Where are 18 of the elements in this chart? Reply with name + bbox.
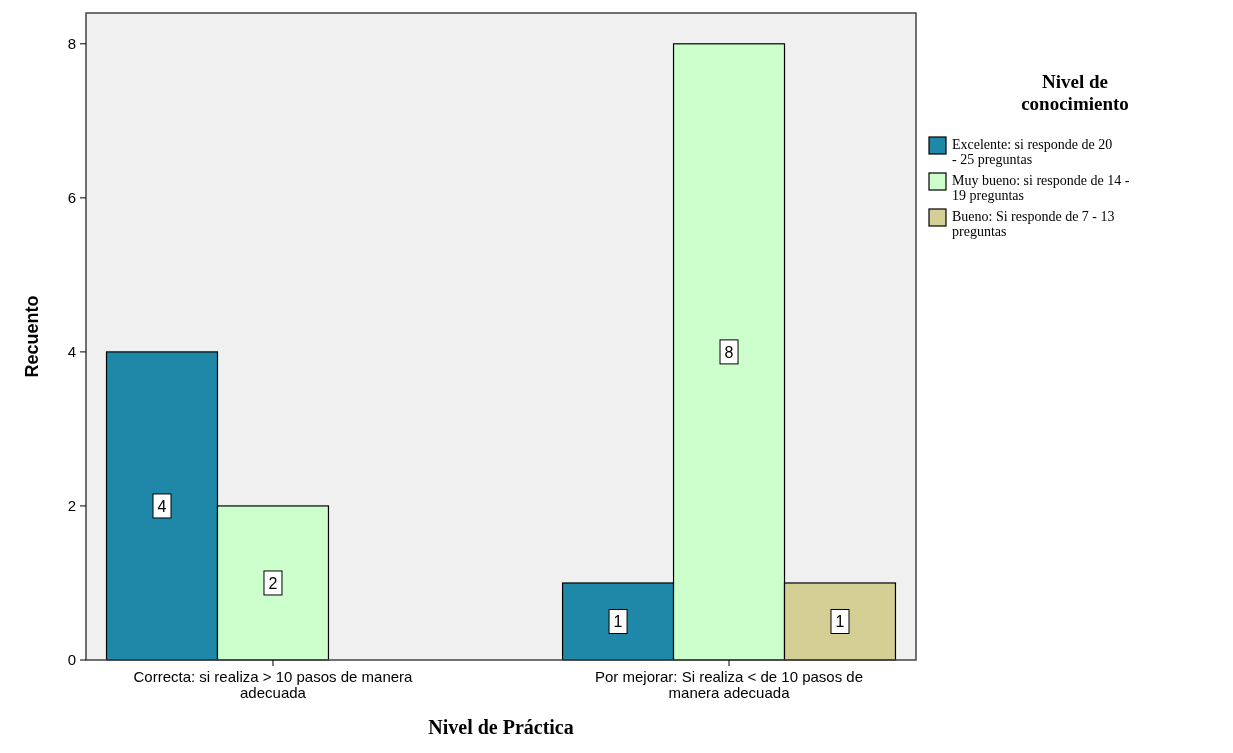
data-label: 8 (724, 343, 734, 361)
data-label: 4 (157, 497, 167, 515)
y-tick-label: 4 (67, 342, 76, 360)
y-tick-label: 6 (67, 188, 76, 206)
data-label: 2 (268, 574, 278, 592)
legend-label: Excelente: si responde de 20 - 25 preguntas (952, 137, 1113, 167)
x-axis-title: Nivel de Práctica (428, 716, 574, 738)
y-axis-title: Recuento (22, 295, 42, 378)
y-tick-label: 8 (67, 34, 76, 52)
data-label: 1 (835, 613, 845, 631)
x-tick-label: Correcta: si realiza > 10 pasos de manera adecuada (133, 668, 414, 701)
y-tick-label: 0 (67, 651, 76, 668)
data-label: 1 (613, 613, 623, 631)
y-tick-label: 2 (67, 496, 76, 514)
x-tick-label: Por mejorar: Si realiza < de 10 pasos de manera adecuada (594, 668, 864, 701)
legend-label: Bueno: Si responde de 7 - 13 preguntas (952, 209, 1115, 239)
legend-label: Muy bueno: si responde de 14 - 19 preguntas (952, 173, 1130, 203)
legend-title: Nivel de conocimiento (1021, 71, 1129, 114)
